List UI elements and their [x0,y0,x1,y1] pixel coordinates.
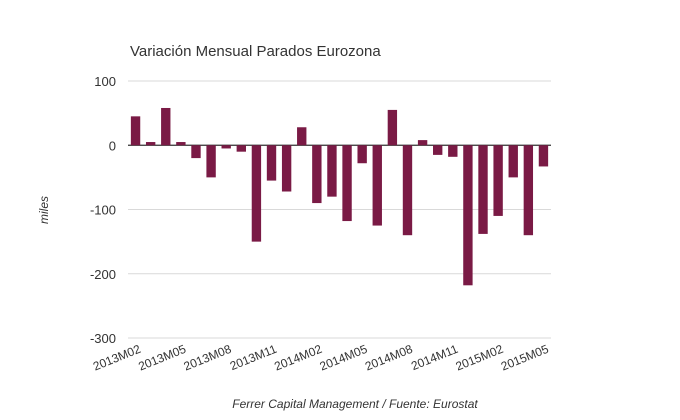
bar-2014M03 [327,145,337,197]
y-tick-label: -200 [90,267,116,282]
x-tick-label: 2014M11 [409,342,460,374]
bar-2013M09 [236,145,246,152]
bar-2015M02 [493,145,503,216]
x-tick-label: 2014M02 [272,342,324,374]
x-axis: 2013M022013M052013M082013M112014M022014M… [91,342,551,374]
bar-2015M05 [538,145,549,167]
bar-2013M12 [281,145,292,192]
y-tick-label: 0 [109,138,116,153]
bar-2014M12 [463,145,473,286]
bar-2014M09 [417,140,428,146]
bar-2014M10 [433,145,443,155]
bar-2013M04 [161,107,171,146]
y-tick-label: -300 [90,331,116,346]
x-tick-label: 2013M08 [182,342,234,374]
bar-2014M02 [312,145,322,204]
bar-2014M11 [448,145,458,157]
bar-2013M03 [145,142,156,146]
bar-2014M06 [372,145,382,226]
bar-2015M01 [478,145,488,234]
bar-2013M02 [130,116,141,146]
x-tick-label: 2014M08 [363,342,415,374]
bar-2014M07 [387,109,398,146]
bar-2013M08 [221,145,231,149]
bar-2015M03 [508,145,518,178]
x-tick-label: 2013M11 [228,342,279,374]
source-note: Ferrer Capital Management / Fuente: Euro… [232,397,478,411]
x-tick-label: 2013M02 [91,342,143,374]
y-tick-label: 100 [94,74,116,89]
bar-2013M05 [176,142,186,146]
bar-2015M04 [523,145,534,236]
bar-series [130,107,549,286]
chart-title: Variación Mensual Parados Eurozona [130,43,381,60]
x-tick-label: 2014M05 [318,342,370,374]
bar-2014M05 [357,145,367,164]
bar-2014M08 [402,145,413,236]
x-tick-label: 2015M02 [454,342,506,374]
x-tick-label: 2015M05 [499,342,551,374]
bar-2014M01 [297,127,307,146]
bar-2013M06 [191,145,201,159]
bar-2013M11 [266,145,277,181]
y-axis: 100 0 -100 -200 -300 [90,74,116,346]
bar-2014M04 [342,145,352,222]
bar-2013M07 [206,145,216,178]
y-axis-label: miles [37,196,51,224]
y-tick-label: -100 [90,203,116,218]
x-tick-label: 2013M05 [136,342,188,374]
bar-2013M10 [251,145,262,242]
